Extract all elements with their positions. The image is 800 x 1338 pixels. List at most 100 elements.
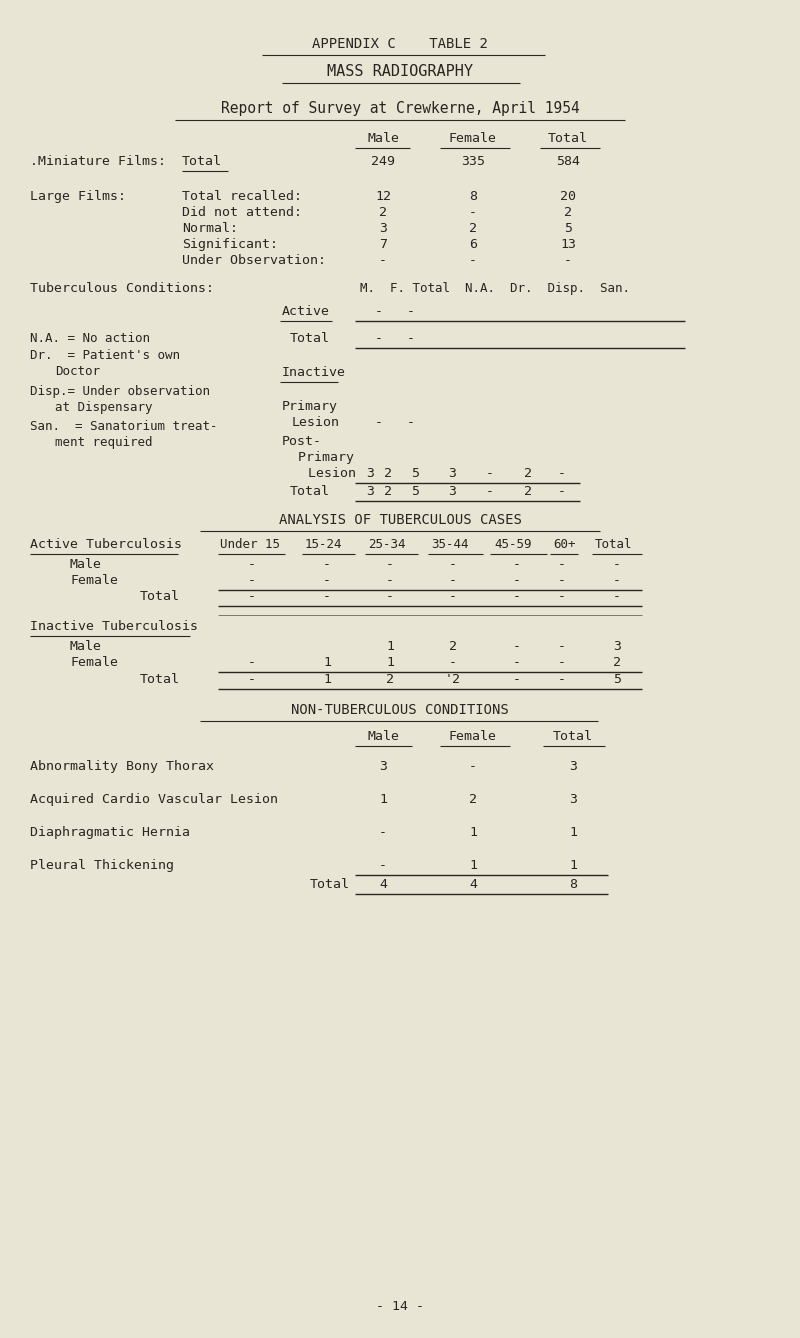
Text: 3: 3 (379, 222, 387, 235)
Text: 3: 3 (613, 640, 621, 653)
Text: -: - (513, 656, 521, 669)
Text: .Miniature Films:: .Miniature Films: (30, 155, 166, 169)
Text: ment required: ment required (55, 436, 153, 450)
Text: 4: 4 (379, 878, 387, 891)
Text: N.A. = No action: N.A. = No action (30, 332, 150, 345)
Text: Total: Total (290, 332, 330, 345)
Text: Total: Total (182, 155, 222, 169)
Text: -: - (486, 484, 494, 498)
Text: 2: 2 (449, 640, 457, 653)
Text: 3: 3 (569, 793, 577, 805)
Text: 25-34: 25-34 (368, 538, 406, 551)
Text: -: - (558, 656, 566, 669)
Text: 2: 2 (564, 206, 572, 219)
Text: -: - (513, 558, 521, 571)
Text: -: - (379, 254, 387, 268)
Text: -: - (248, 558, 256, 571)
Text: NON-TUBERCULOUS CONDITIONS: NON-TUBERCULOUS CONDITIONS (291, 702, 509, 717)
Text: 2: 2 (384, 484, 392, 498)
Text: 3: 3 (448, 484, 456, 498)
Text: -: - (248, 656, 256, 669)
Text: -: - (469, 254, 477, 268)
Text: M.  F. Total  N.A.  Dr.  Disp.  San.: M. F. Total N.A. Dr. Disp. San. (360, 282, 630, 294)
Text: Did not attend:: Did not attend: (182, 206, 302, 219)
Text: 12: 12 (375, 190, 391, 203)
Text: Doctor: Doctor (55, 365, 100, 379)
Text: 1: 1 (323, 656, 331, 669)
Text: -: - (386, 558, 394, 571)
Text: MASS RADIOGRAPHY: MASS RADIOGRAPHY (327, 64, 473, 79)
Text: Male: Male (367, 132, 399, 145)
Text: Lesion: Lesion (292, 416, 340, 429)
Text: -: - (379, 859, 387, 872)
Text: Male: Male (70, 640, 102, 653)
Text: Female: Female (70, 656, 118, 669)
Text: 2: 2 (386, 673, 394, 686)
Text: -: - (558, 484, 566, 498)
Text: -: - (323, 558, 331, 571)
Text: -: - (613, 574, 621, 587)
Text: Total: Total (140, 590, 180, 603)
Text: -: - (486, 467, 494, 480)
Text: - 14 -: - 14 - (376, 1301, 424, 1313)
Text: Active: Active (282, 305, 330, 318)
Text: 2: 2 (524, 467, 532, 480)
Text: APPENDIX C    TABLE 2: APPENDIX C TABLE 2 (312, 37, 488, 51)
Text: 2: 2 (469, 222, 477, 235)
Text: 5: 5 (411, 484, 419, 498)
Text: Total: Total (290, 484, 330, 498)
Text: 2: 2 (524, 484, 532, 498)
Text: -: - (386, 574, 394, 587)
Text: 2: 2 (384, 467, 392, 480)
Text: -: - (449, 656, 457, 669)
Text: -: - (323, 590, 331, 603)
Text: 35-44: 35-44 (431, 538, 469, 551)
Text: -: - (513, 640, 521, 653)
Text: 2: 2 (469, 793, 477, 805)
Text: -: - (513, 590, 521, 603)
Text: 3: 3 (448, 467, 456, 480)
Text: Inactive: Inactive (282, 367, 346, 379)
Text: Under Observation:: Under Observation: (182, 254, 326, 268)
Text: Total recalled:: Total recalled: (182, 190, 302, 203)
Text: 7: 7 (379, 238, 387, 252)
Text: Abnormality Bony Thorax: Abnormality Bony Thorax (30, 760, 214, 773)
Text: Female: Female (449, 731, 497, 743)
Text: -: - (558, 590, 566, 603)
Text: -: - (564, 254, 572, 268)
Text: Total: Total (310, 878, 350, 891)
Text: -: - (449, 590, 457, 603)
Text: Under 15: Under 15 (220, 538, 280, 551)
Text: 5: 5 (564, 222, 572, 235)
Text: 3: 3 (366, 484, 374, 498)
Text: 1: 1 (323, 673, 331, 686)
Text: Active Tuberculosis: Active Tuberculosis (30, 538, 182, 551)
Text: -: - (558, 467, 566, 480)
Text: Female: Female (449, 132, 497, 145)
Text: Normal:: Normal: (182, 222, 238, 235)
Text: Acquired Cardio Vascular Lesion: Acquired Cardio Vascular Lesion (30, 793, 278, 805)
Text: Male: Male (70, 558, 102, 571)
Text: Lesion: Lesion (292, 467, 356, 480)
Text: 8: 8 (569, 878, 577, 891)
Text: 2: 2 (379, 206, 387, 219)
Text: 8: 8 (469, 190, 477, 203)
Text: 13: 13 (560, 238, 576, 252)
Text: -: - (613, 590, 621, 603)
Text: -: - (379, 826, 387, 839)
Text: 1: 1 (469, 859, 477, 872)
Text: 4: 4 (469, 878, 477, 891)
Text: 1: 1 (379, 793, 387, 805)
Text: -: - (248, 673, 256, 686)
Text: Female: Female (70, 574, 118, 587)
Text: 335: 335 (461, 155, 485, 169)
Text: '2: '2 (445, 673, 461, 686)
Text: Significant:: Significant: (182, 238, 278, 252)
Text: -: - (469, 206, 477, 219)
Text: Post-: Post- (282, 435, 322, 448)
Text: -: - (558, 640, 566, 653)
Text: 1: 1 (569, 859, 577, 872)
Text: -: - (613, 558, 621, 571)
Text: -: - (248, 590, 256, 603)
Text: 3: 3 (366, 467, 374, 480)
